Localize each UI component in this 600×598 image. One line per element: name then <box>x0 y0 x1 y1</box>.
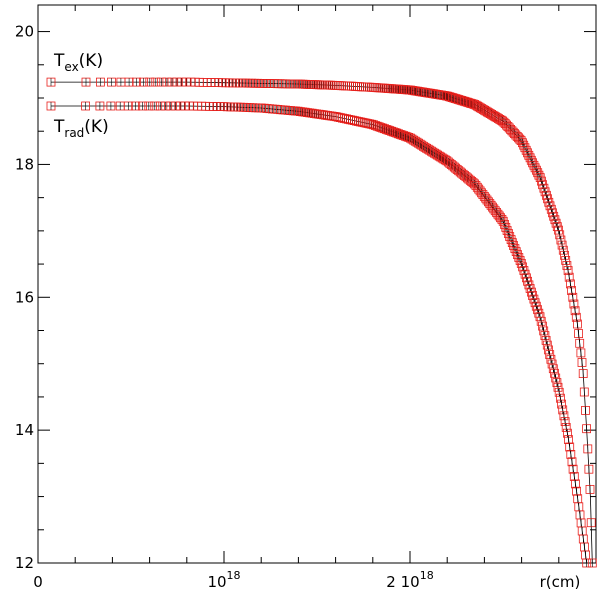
x-tick-label: 1018 <box>207 569 240 591</box>
y-tick-label: 14 <box>15 421 34 439</box>
series-label-main: T <box>53 51 65 71</box>
series-1 <box>46 101 592 568</box>
series-line <box>51 81 593 564</box>
series-label-0: Tex(K) <box>53 51 103 74</box>
x-tick-label: 0 <box>33 573 43 591</box>
series-line <box>51 105 588 564</box>
x-tick-label-base: 2 10 <box>386 573 419 591</box>
data-series <box>46 77 597 568</box>
series-label-main: T <box>53 117 65 137</box>
y-tick-label: 20 <box>15 23 34 41</box>
y-tick-label: 16 <box>15 288 34 306</box>
series-label-subscript: ex <box>64 60 78 74</box>
labels: Tex(K)Trad(K) <box>53 51 109 140</box>
series-label-unit: (K) <box>79 51 103 71</box>
x-tick-label: 2 1018 <box>386 569 433 591</box>
x-axis-label: r(cm) <box>540 573 581 591</box>
y-tick-label: 18 <box>15 155 34 173</box>
x-tick-label-exponent: 18 <box>420 569 434 582</box>
plot-frame <box>37 4 597 564</box>
series-label-1: Trad(K) <box>53 117 109 140</box>
x-tick-label-exponent: 18 <box>227 569 241 582</box>
series-label-subscript: rad <box>64 126 84 140</box>
x-tick-label-base: 0 <box>33 573 43 591</box>
series-0 <box>46 77 597 568</box>
x-tick-label-base: 10 <box>207 573 226 591</box>
series-label-unit: (K) <box>84 117 108 137</box>
y-tick-label: 12 <box>15 554 34 572</box>
